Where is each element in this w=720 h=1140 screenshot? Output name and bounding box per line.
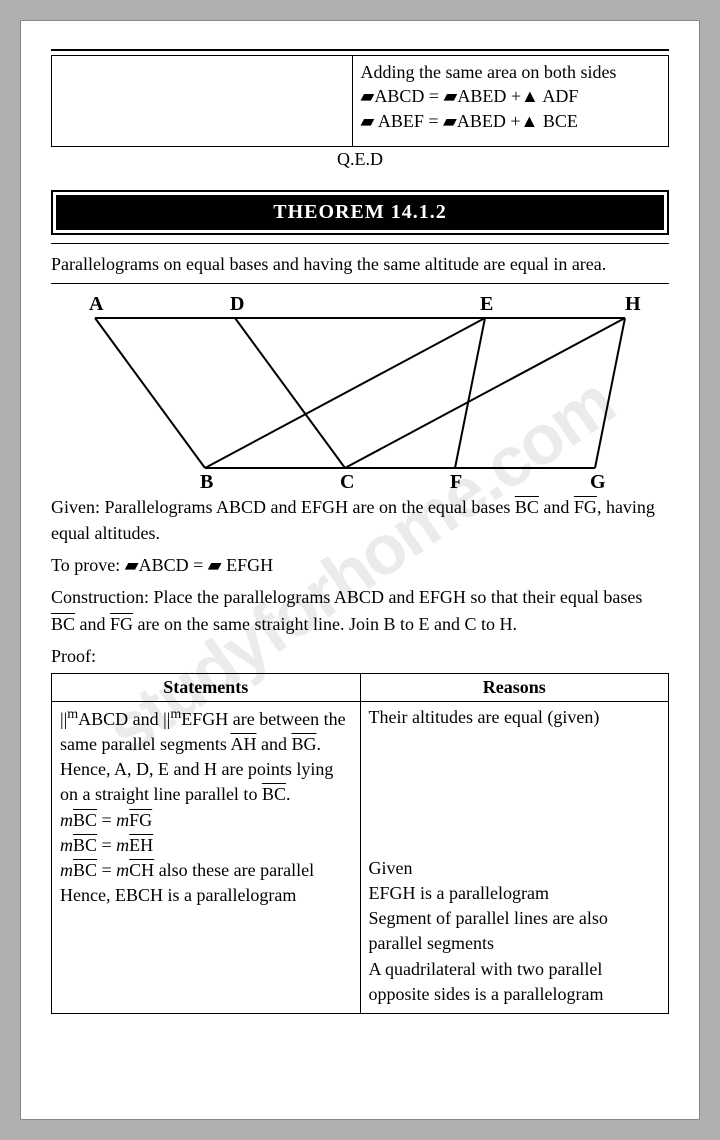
document-page: studyforhome.com Adding the same area on… (20, 20, 700, 1120)
eh1: EH (129, 835, 153, 855)
qed-text: Q.E.D (51, 149, 669, 170)
given-text: Given: Parallelograms ABCD and EFGH are … (51, 494, 669, 546)
r5: A quadrilateral with two parallel opposi… (369, 959, 604, 1004)
constr-mid: and (75, 614, 110, 634)
toprove-r: EFGH (226, 555, 273, 575)
theorem-title: THEOREM 14.1.2 (56, 195, 664, 230)
eq2: = (97, 835, 116, 855)
col-reasons: Reasons (360, 673, 669, 701)
eq1-r2: ADF (542, 86, 578, 106)
m1: m (60, 810, 73, 830)
r2: Given (369, 858, 413, 878)
fg1: FG (129, 810, 152, 830)
svg-text:D: D (230, 293, 244, 315)
theorem-header-box: THEOREM 14.1.2 (51, 190, 669, 235)
svg-text:C: C (340, 471, 354, 488)
s-dot: . (286, 784, 291, 804)
top-box-text: Adding the same area on both sides (361, 60, 661, 84)
toprove-l: ABCD (139, 555, 189, 575)
given-seg2: FG (574, 497, 597, 517)
equation-1: ▰ABCD = ▰ABED +▲ ADF (361, 84, 661, 108)
svg-text:A: A (89, 293, 104, 315)
s-seg3: BC (262, 784, 286, 804)
constr-seg2: FG (110, 614, 133, 634)
top-box-right: Adding the same area on both sides ▰ABCD… (353, 56, 669, 146)
m4: m (116, 835, 129, 855)
s-seg1: AH (230, 734, 256, 754)
constr-seg1: BC (51, 614, 75, 634)
rule-above-diagram (51, 283, 669, 284)
equation-2: ▰ ABEF = ▰ABED +▲ BCE (361, 109, 661, 133)
s-sup1: m (67, 707, 78, 722)
eq3: = (97, 860, 116, 880)
eq1: = (97, 810, 116, 830)
s-also: also these are parallel (154, 860, 314, 880)
eq2-l: ABEF (378, 111, 424, 131)
geometry-diagram: A D E H B C F G (55, 288, 665, 488)
bc2: BC (73, 835, 97, 855)
table-row: ||mABCD and ||mEFGH are between the same… (52, 701, 669, 1013)
constr-pre: Construction: Place the parallelograms A… (51, 587, 642, 607)
m3: m (60, 835, 73, 855)
page-content: Adding the same area on both sides ▰ABCD… (51, 49, 669, 1014)
top-rule (51, 49, 669, 51)
svg-text:H: H (625, 293, 641, 315)
s-p1: ABCD and || (78, 709, 170, 729)
proof-label: Proof: (51, 643, 669, 669)
m6: m (116, 860, 129, 880)
table-header-row: Statements Reasons (52, 673, 669, 701)
eq2-r1: ABED (457, 111, 506, 131)
bc3: BC (73, 860, 97, 880)
svg-text:E: E (480, 293, 493, 315)
construction-text: Construction: Place the parallelograms A… (51, 584, 669, 636)
given-seg1: BC (515, 497, 539, 517)
svg-text:F: F (450, 471, 462, 488)
s-sup2: m (170, 707, 181, 722)
svg-text:B: B (200, 471, 213, 488)
given-mid: and (539, 497, 574, 517)
r3: EFGH is a parallelogram (369, 883, 549, 903)
eq1-l: ABCD (374, 86, 424, 106)
r4: Segment of parallel lines are also paral… (369, 908, 608, 953)
bc1: BC (73, 810, 97, 830)
statements-cell: ||mABCD and ||mEFGH are between the same… (52, 701, 361, 1013)
m2: m (116, 810, 129, 830)
theorem-statement: Parallelograms on equal bases and having… (51, 252, 669, 277)
constr-post: are on the same straight line. Join B to… (133, 614, 517, 634)
svg-text:G: G (590, 471, 606, 488)
toprove-pre: To prove: (51, 555, 125, 575)
proof-table: Statements Reasons ||mABCD and ||mEFGH a… (51, 673, 669, 1014)
given-pre: Given: Parallelograms ABCD and EFGH are … (51, 497, 515, 517)
ch1: CH (129, 860, 154, 880)
eq2-r2: BCE (543, 111, 578, 131)
col-statements: Statements (52, 673, 361, 701)
top-equation-box: Adding the same area on both sides ▰ABCD… (51, 55, 669, 147)
eq1-r1: ABED (457, 86, 506, 106)
reasons-cell: Their altitudes are equal (given) Given … (360, 701, 669, 1013)
top-box-left-empty (52, 56, 353, 146)
m5: m (60, 860, 73, 880)
to-prove-text: To prove: ▰ABCD = ▰ EFGH (51, 552, 669, 578)
s-and: and (256, 734, 291, 754)
s-seg2: BG (291, 734, 316, 754)
r1: Their altitudes are equal (given) (369, 707, 600, 727)
s-hence: Hence, EBCH is a parallelogram (60, 885, 296, 905)
rule-under-theorem (51, 243, 669, 244)
